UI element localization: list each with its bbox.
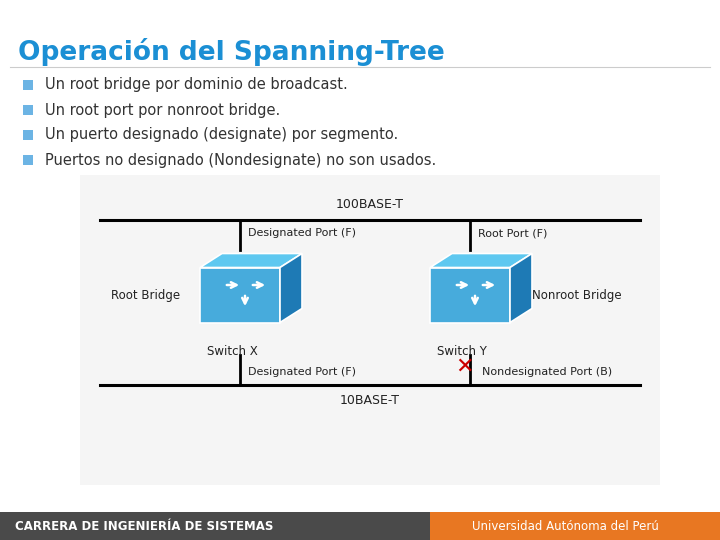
Polygon shape	[430, 253, 532, 267]
Text: Designated Port (F): Designated Port (F)	[248, 367, 356, 377]
Text: Nonroot Bridge: Nonroot Bridge	[532, 288, 621, 301]
Polygon shape	[200, 267, 280, 322]
Bar	[430, 512, 720, 540]
Text: Un puerto designado (designate) por segmento.: Un puerto designado (designate) por segm…	[45, 127, 398, 143]
Polygon shape	[23, 105, 33, 115]
Text: CARRERA DE INGENIERÍA DE SISTEMAS: CARRERA DE INGENIERÍA DE SISTEMAS	[15, 519, 274, 532]
Text: ✕: ✕	[456, 357, 474, 377]
Text: Un root bridge por dominio de broadcast.: Un root bridge por dominio de broadcast.	[45, 78, 348, 92]
Text: Un root port por nonroot bridge.: Un root port por nonroot bridge.	[45, 103, 280, 118]
Text: Root Port (F): Root Port (F)	[478, 228, 547, 238]
Polygon shape	[23, 155, 33, 165]
Text: Root Bridge: Root Bridge	[111, 288, 180, 301]
Text: 100BASE-T: 100BASE-T	[336, 198, 404, 211]
Polygon shape	[430, 267, 510, 322]
Bar	[0, 512, 430, 540]
Text: Designated Port (F): Designated Port (F)	[248, 228, 356, 238]
Text: Puertos no designado (Nondesignate) no son usados.: Puertos no designado (Nondesignate) no s…	[45, 152, 436, 167]
Polygon shape	[200, 253, 302, 267]
Text: Switch Y: Switch Y	[437, 345, 487, 358]
Text: Nondesignated Port (B): Nondesignated Port (B)	[482, 367, 612, 377]
Polygon shape	[510, 253, 532, 322]
Text: Universidad Autónoma del Perú: Universidad Autónoma del Perú	[472, 519, 658, 532]
Polygon shape	[23, 130, 33, 140]
Text: Switch X: Switch X	[207, 345, 257, 358]
Bar	[80, 175, 660, 485]
Text: 10BASE-T: 10BASE-T	[340, 394, 400, 407]
Polygon shape	[23, 80, 33, 90]
Polygon shape	[280, 253, 302, 322]
Text: Operación del Spanning-Tree: Operación del Spanning-Tree	[18, 38, 445, 66]
